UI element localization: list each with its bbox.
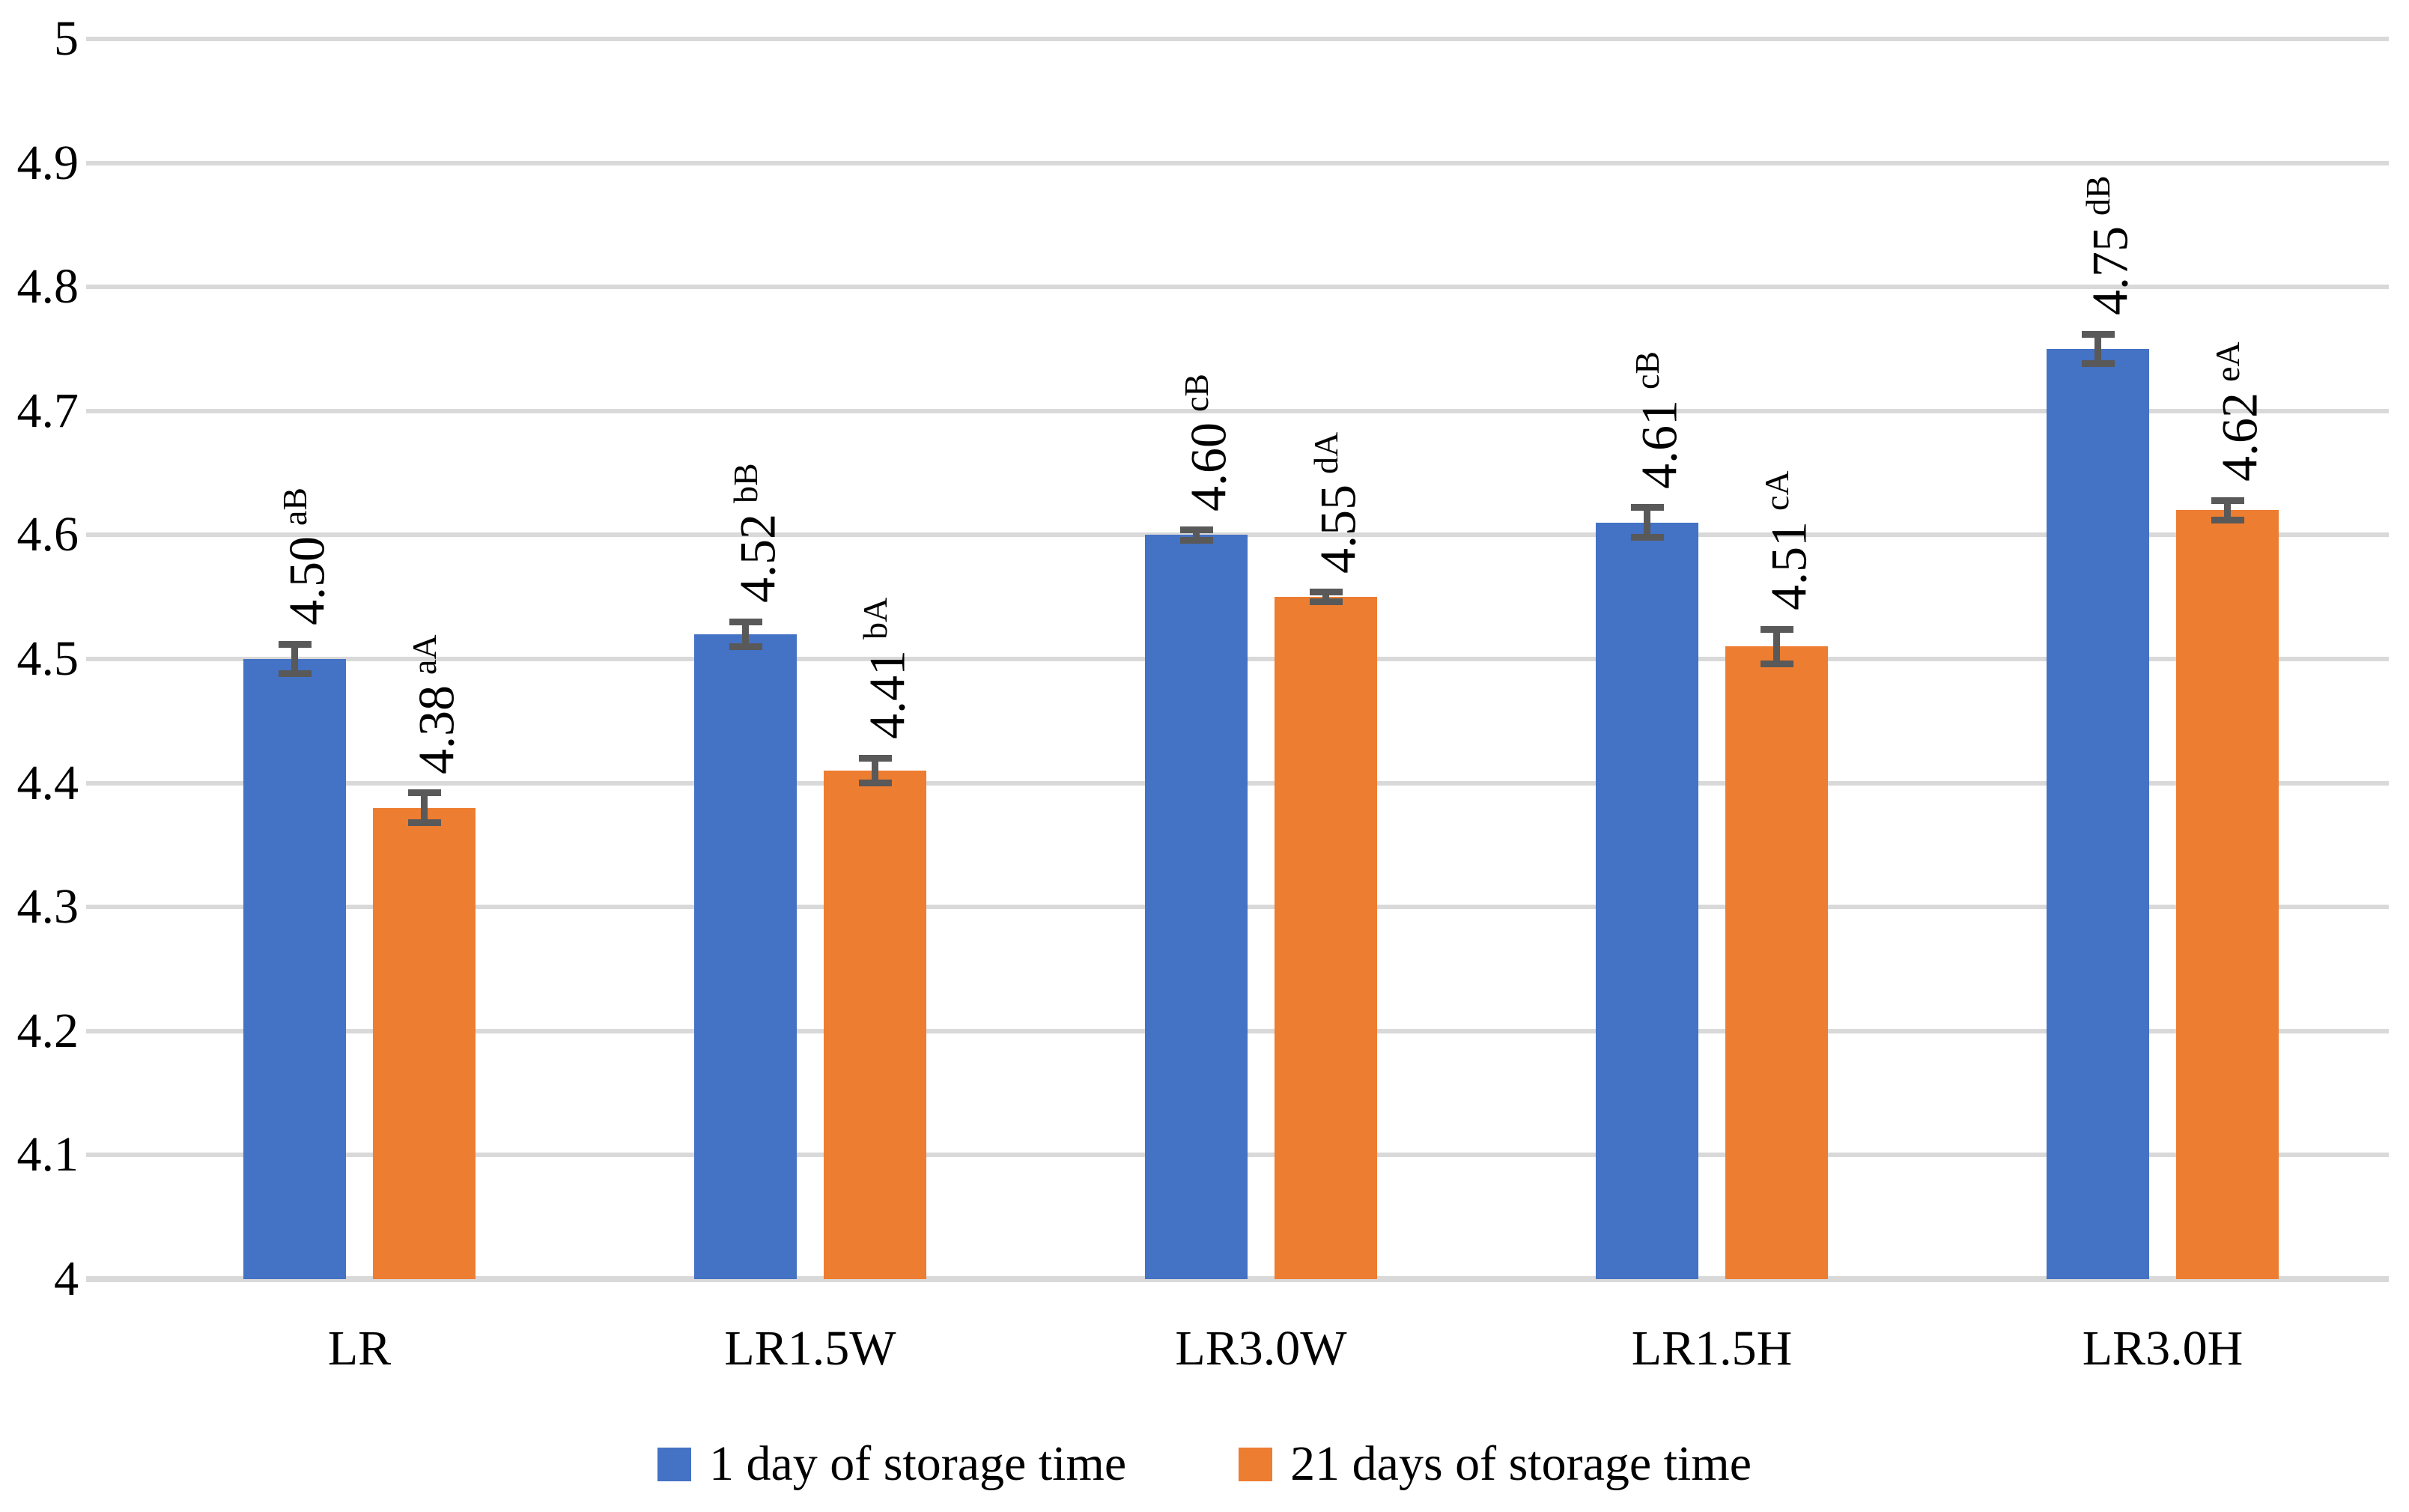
- gridline: [86, 37, 2389, 41]
- y-tick-label: 4.5: [16, 631, 79, 686]
- bar-value-label: 4.52 bB: [720, 463, 786, 604]
- error-bar-cap-bottom: [2211, 517, 2244, 524]
- bar-series2-LR1.5H: [1725, 646, 1828, 1279]
- legend: 1 day of storage time 21 days of storage …: [0, 1439, 2409, 1489]
- bar-value-label: 4.60 cB: [1170, 373, 1237, 511]
- bar-series1-LR1.5H: [1596, 522, 1698, 1279]
- error-bar-cap-bottom: [407, 819, 441, 827]
- error-bar-line: [2224, 500, 2231, 520]
- bar-value-label: 4.38 aA: [398, 634, 465, 774]
- legend-item-series1: 1 day of storage time: [657, 1439, 1126, 1489]
- error-bar-cap-bottom: [1179, 536, 1213, 544]
- bar-value-label: 4.50 aB: [269, 488, 335, 626]
- legend-swatch-series2: [1239, 1447, 1273, 1481]
- y-tick-label: 4.7: [16, 383, 79, 438]
- gridline: [86, 160, 2389, 166]
- significance-superscript: aA: [404, 634, 443, 675]
- error-bar-line: [291, 644, 298, 674]
- error-bar-line: [2094, 334, 2101, 364]
- error-bar-line: [1644, 507, 1650, 538]
- legend-item-series2: 21 days of storage time: [1239, 1439, 1752, 1489]
- significance-superscript: bA: [855, 598, 894, 640]
- error-bar-cap-top: [1630, 504, 1664, 511]
- bar-series1-LR1.5W: [694, 634, 797, 1279]
- error-bar-cap-top: [1309, 589, 1343, 596]
- error-bar-cap-top: [2081, 330, 2115, 338]
- error-bar-cap-bottom: [1630, 534, 1664, 541]
- bar-value-text: 4.52: [729, 514, 786, 604]
- significance-superscript: bB: [726, 463, 765, 504]
- y-tick-label: 4.4: [16, 755, 79, 810]
- error-bar-line: [421, 792, 428, 823]
- error-bar-cap-bottom: [2081, 360, 2115, 368]
- bar-value-text: 4.60: [1179, 422, 1237, 511]
- bar-value-label: 4.55 dA: [1300, 431, 1367, 574]
- bar-series2-LR3.0W: [1275, 597, 1377, 1279]
- y-tick-label: 4.9: [16, 135, 79, 190]
- bar-value-label: 4.62 eA: [2202, 341, 2268, 482]
- bar-value-label: 4.61 cB: [1621, 350, 1688, 489]
- bar-value-text: 4.75: [2081, 226, 2139, 316]
- legend-label: 1 day of storage time: [708, 1436, 1127, 1491]
- significance-superscript: aB: [275, 488, 314, 526]
- error-bar-line: [872, 758, 878, 783]
- x-category-label: LR: [327, 1321, 392, 1376]
- error-bar-cap-bottom: [1760, 661, 1793, 668]
- error-bar-line: [1322, 592, 1329, 602]
- x-category-label: LR1.5W: [724, 1321, 896, 1376]
- bar-series1-LR: [243, 659, 346, 1279]
- bar-value-text: 4.38: [407, 684, 465, 774]
- y-tick-label: 4.1: [16, 1127, 79, 1182]
- bar-value-text: 4.41: [858, 650, 916, 740]
- error-bar-cap-bottom: [278, 670, 312, 678]
- bar-value-label: 4.75 dB: [2072, 175, 2139, 316]
- legend-label: 21 days of storage time: [1290, 1436, 1752, 1491]
- error-bar-cap-top: [729, 618, 762, 625]
- y-tick-label: 4.6: [16, 507, 79, 562]
- significance-superscript: eA: [2208, 341, 2247, 383]
- y-tick-label: 5: [54, 11, 79, 66]
- error-bar-cap-top: [858, 754, 892, 762]
- error-bar-cap-top: [407, 789, 441, 797]
- gridline: [86, 1276, 2389, 1282]
- bar-series1-LR3.0W: [1145, 535, 1248, 1279]
- x-category-label: LR3.0H: [2082, 1321, 2244, 1376]
- bar-series2-LR1.5W: [824, 771, 926, 1279]
- bar-value-label: 4.41 bA: [849, 598, 916, 740]
- significance-superscript: dA: [1306, 431, 1345, 474]
- gridline: [86, 408, 2389, 413]
- error-bar-cap-top: [278, 640, 312, 648]
- bar-series2-LR: [373, 807, 476, 1279]
- bar-value-text: 4.50: [278, 536, 335, 626]
- y-tick-label: 4.3: [16, 879, 79, 935]
- bar-series2-LR3.0H: [2176, 510, 2279, 1279]
- bar-value-text: 4.61: [1630, 399, 1688, 489]
- error-bar-cap-top: [1179, 526, 1213, 534]
- x-category-label: LR1.5H: [1631, 1321, 1793, 1376]
- error-bar-cap-top: [2211, 497, 2244, 504]
- significance-superscript: dB: [2078, 175, 2117, 216]
- significance-superscript: cA: [1757, 470, 1796, 511]
- bar-value-text: 4.51: [1760, 521, 1817, 611]
- significance-superscript: cB: [1176, 373, 1215, 412]
- error-bar-cap-bottom: [858, 780, 892, 787]
- significance-superscript: cB: [1627, 350, 1666, 389]
- error-bar-cap-top: [1760, 625, 1793, 633]
- bar-value-text: 4.55: [1309, 484, 1367, 574]
- error-bar-line: [1193, 529, 1200, 540]
- bar-series1-LR3.0H: [2047, 349, 2149, 1279]
- x-category-label: LR3.0W: [1175, 1321, 1347, 1376]
- y-tick-label: 4.2: [16, 1003, 79, 1058]
- error-bar-line: [1773, 629, 1780, 664]
- error-bar-cap-bottom: [1309, 598, 1343, 606]
- y-tick-label: 4: [54, 1251, 79, 1306]
- y-tick-label: 4.8: [16, 259, 79, 315]
- bar-value-text: 4.62: [2211, 392, 2268, 482]
- legend-swatch-series1: [657, 1447, 691, 1481]
- error-bar-line: [742, 622, 749, 647]
- bar-value-label: 4.51 cA: [1751, 470, 1817, 611]
- gridline: [86, 285, 2389, 290]
- error-bar-cap-bottom: [729, 643, 762, 650]
